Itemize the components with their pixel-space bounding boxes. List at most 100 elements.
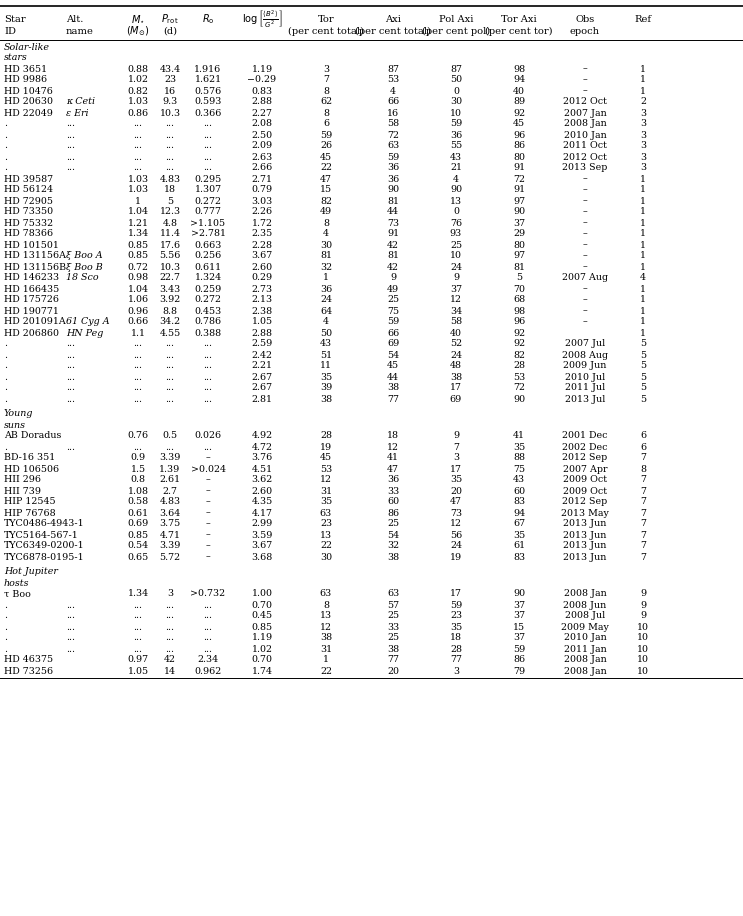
Text: 2013 Sep: 2013 Sep <box>562 163 608 172</box>
Text: .: . <box>4 152 7 161</box>
Text: 61: 61 <box>513 541 525 551</box>
Text: κ Ceti: κ Ceti <box>66 97 95 106</box>
Text: 1.04: 1.04 <box>128 285 149 293</box>
Text: 2010 Jan: 2010 Jan <box>564 130 606 139</box>
Text: 33: 33 <box>387 623 399 631</box>
Text: 23: 23 <box>320 519 332 529</box>
Text: 90: 90 <box>513 208 525 216</box>
Text: 2.26: 2.26 <box>251 208 273 216</box>
Text: ...: ... <box>166 351 175 359</box>
Text: 2.81: 2.81 <box>251 395 273 404</box>
Text: 24: 24 <box>450 351 462 359</box>
Text: 12: 12 <box>450 296 462 304</box>
Text: 2008 Jan: 2008 Jan <box>564 590 606 598</box>
Text: 59: 59 <box>387 152 399 161</box>
Text: 8: 8 <box>323 86 329 95</box>
Text: 10: 10 <box>637 634 649 642</box>
Text: 1: 1 <box>640 86 646 95</box>
Text: 30: 30 <box>450 97 462 106</box>
Text: 0.69: 0.69 <box>127 519 149 529</box>
Text: 1.916: 1.916 <box>195 64 221 73</box>
Text: 0.026: 0.026 <box>195 431 221 441</box>
Text: 88: 88 <box>513 453 525 463</box>
Text: 80: 80 <box>513 152 525 161</box>
Text: 9: 9 <box>453 431 459 441</box>
Text: 4: 4 <box>453 175 459 183</box>
Text: 9: 9 <box>640 612 646 620</box>
Text: 45: 45 <box>320 152 332 161</box>
Text: (per cent total): (per cent total) <box>288 27 364 36</box>
Text: 2.60: 2.60 <box>251 263 273 271</box>
Text: 4: 4 <box>323 230 329 238</box>
Text: 24: 24 <box>450 263 462 271</box>
Text: ...: ... <box>166 119 175 128</box>
Text: 50: 50 <box>450 75 462 84</box>
Text: 69: 69 <box>387 340 399 348</box>
Text: .: . <box>4 141 7 150</box>
Text: Young: Young <box>4 409 33 419</box>
Text: 7: 7 <box>640 541 646 551</box>
Text: 5: 5 <box>640 340 646 348</box>
Text: 10: 10 <box>637 645 649 653</box>
Text: –: – <box>206 453 210 463</box>
Text: 45: 45 <box>387 362 399 370</box>
Text: 91: 91 <box>513 186 525 194</box>
Text: 2007 Jan: 2007 Jan <box>564 108 606 117</box>
Text: –: – <box>583 241 588 249</box>
Text: HD 201091A: HD 201091A <box>4 318 65 326</box>
Text: 98: 98 <box>513 64 525 73</box>
Text: 2009 Oct: 2009 Oct <box>563 475 607 485</box>
Text: 9: 9 <box>453 274 459 282</box>
Text: 13: 13 <box>450 197 462 205</box>
Text: 3.92: 3.92 <box>160 296 181 304</box>
Text: –: – <box>583 208 588 216</box>
Text: 31: 31 <box>320 645 332 653</box>
Text: 38: 38 <box>387 552 399 562</box>
Text: 0.97: 0.97 <box>128 656 149 664</box>
Text: –: – <box>206 519 210 529</box>
Text: 25: 25 <box>387 612 399 620</box>
Text: 32: 32 <box>320 263 332 271</box>
Text: 2010 Jul: 2010 Jul <box>565 373 605 381</box>
Text: (per cent total): (per cent total) <box>355 27 431 36</box>
Text: 8: 8 <box>323 219 329 227</box>
Text: 92: 92 <box>513 329 525 337</box>
Text: 4.55: 4.55 <box>160 329 181 337</box>
Text: 1: 1 <box>640 252 646 260</box>
Text: 90: 90 <box>513 590 525 598</box>
Text: 1.00: 1.00 <box>251 590 273 598</box>
Text: 2013 Jul: 2013 Jul <box>565 395 606 404</box>
Text: ...: ... <box>166 623 175 631</box>
Text: 4.92: 4.92 <box>251 431 273 441</box>
Text: ...: ... <box>204 601 212 609</box>
Text: –: – <box>583 296 588 304</box>
Text: 97: 97 <box>513 252 525 260</box>
Text: .: . <box>4 612 7 620</box>
Text: 25: 25 <box>387 296 399 304</box>
Text: 1: 1 <box>640 296 646 304</box>
Text: 5: 5 <box>640 362 646 370</box>
Text: 47: 47 <box>450 497 462 507</box>
Text: 1: 1 <box>640 329 646 337</box>
Text: Tor Axi: Tor Axi <box>501 15 537 24</box>
Text: –: – <box>583 252 588 260</box>
Text: ...: ... <box>204 141 212 150</box>
Text: 2012 Oct: 2012 Oct <box>563 97 607 106</box>
Text: HD 131156A: HD 131156A <box>4 252 66 260</box>
Text: ...: ... <box>204 384 212 392</box>
Text: 58: 58 <box>450 318 462 326</box>
Text: 14: 14 <box>164 667 176 675</box>
Text: HD 146233: HD 146233 <box>4 274 59 282</box>
Text: HD 175726: HD 175726 <box>4 296 59 304</box>
Text: $M_{\star}$: $M_{\star}$ <box>131 13 145 25</box>
Text: 0.259: 0.259 <box>195 285 221 293</box>
Text: 0.786: 0.786 <box>195 318 221 326</box>
Text: 0.96: 0.96 <box>127 307 149 315</box>
Text: 1.05: 1.05 <box>128 667 149 675</box>
Text: τ Boo: τ Boo <box>4 590 31 598</box>
Text: ...: ... <box>166 442 175 452</box>
Text: 62: 62 <box>320 97 332 106</box>
Text: 2.42: 2.42 <box>251 351 273 359</box>
Text: 35: 35 <box>450 475 462 485</box>
Text: 77: 77 <box>387 395 399 404</box>
